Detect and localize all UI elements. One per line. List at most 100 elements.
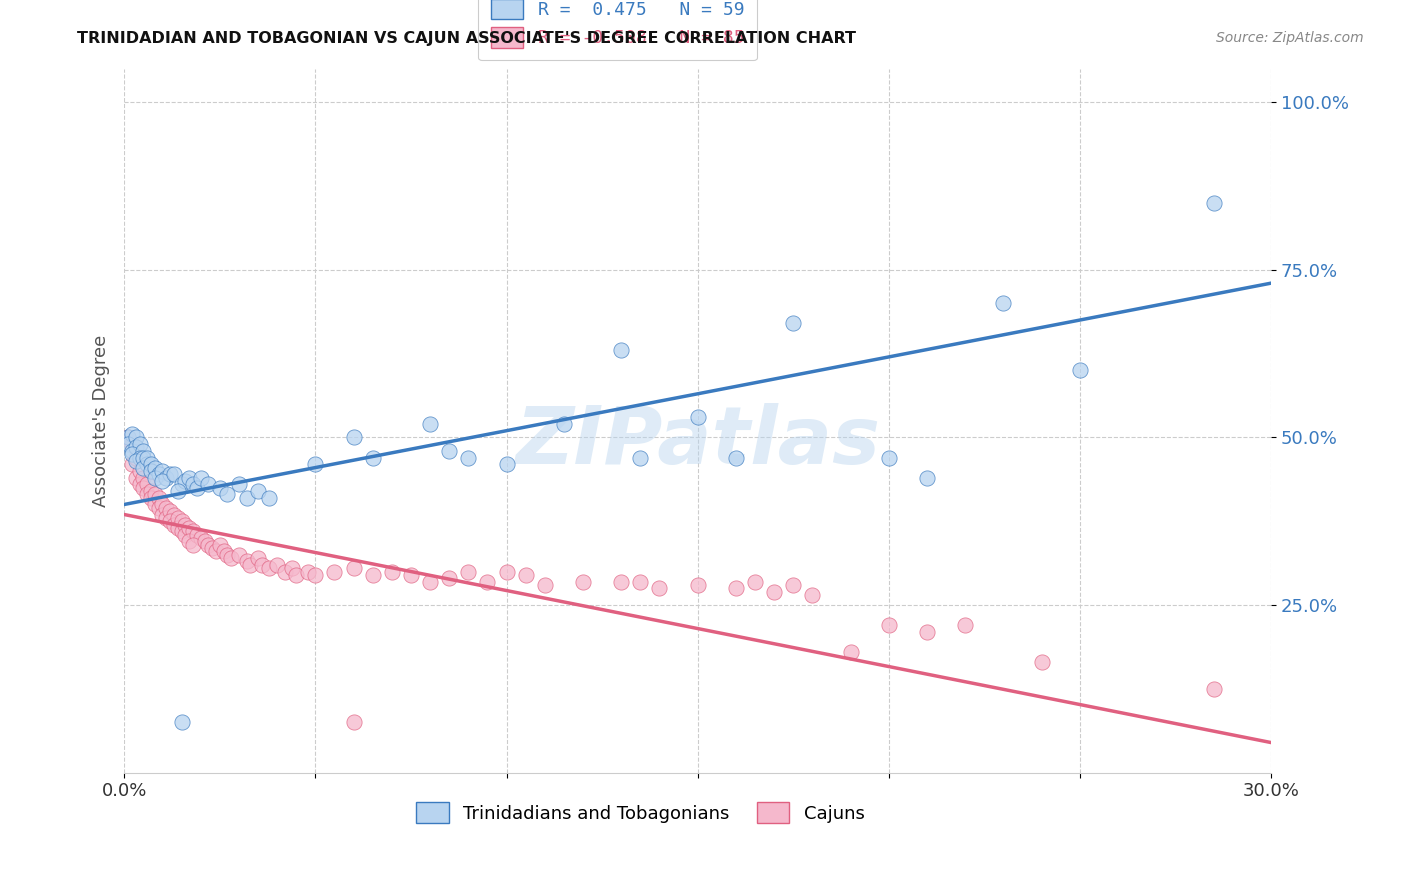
Point <box>219 551 242 566</box>
Point <box>477 574 499 589</box>
Point <box>197 538 219 552</box>
Point <box>201 541 224 555</box>
Point <box>686 410 709 425</box>
Point <box>553 417 575 431</box>
Point <box>143 470 166 484</box>
Point <box>801 588 824 602</box>
Point <box>174 474 197 488</box>
Point <box>121 443 143 458</box>
Point <box>197 477 219 491</box>
Point <box>399 567 422 582</box>
Point <box>132 470 155 484</box>
Point <box>247 484 270 499</box>
Point <box>163 508 186 522</box>
Point <box>136 457 159 471</box>
Point <box>239 558 262 572</box>
Point <box>186 527 208 541</box>
Point <box>361 567 384 582</box>
Point <box>190 470 212 484</box>
Point <box>128 477 150 491</box>
Point <box>993 296 1015 310</box>
Point <box>1202 195 1225 210</box>
Point <box>128 450 150 465</box>
Point <box>152 474 174 488</box>
Point <box>533 578 555 592</box>
Point <box>572 574 595 589</box>
Point <box>117 430 139 444</box>
Point <box>159 514 181 528</box>
Point <box>208 481 231 495</box>
Point <box>166 511 188 525</box>
Point <box>915 470 938 484</box>
Point <box>143 460 166 475</box>
Point <box>125 430 148 444</box>
Point <box>117 430 139 444</box>
Point <box>208 538 231 552</box>
Point <box>179 521 201 535</box>
Point <box>148 500 170 515</box>
Point <box>259 561 281 575</box>
Point <box>877 450 900 465</box>
Text: TRINIDADIAN AND TOBAGONIAN VS CAJUN ASSOCIATE'S DEGREE CORRELATION CHART: TRINIDADIAN AND TOBAGONIAN VS CAJUN ASSO… <box>77 31 856 46</box>
Point <box>174 527 197 541</box>
Point <box>121 427 143 442</box>
Point <box>228 548 250 562</box>
Point <box>117 437 139 451</box>
Point <box>166 521 188 535</box>
Point <box>304 567 326 582</box>
Point <box>495 457 517 471</box>
Point <box>297 565 319 579</box>
Point <box>304 457 326 471</box>
Point <box>915 624 938 639</box>
Point <box>228 477 250 491</box>
Point <box>181 477 204 491</box>
Point <box>170 524 193 539</box>
Point <box>159 504 181 518</box>
Point <box>724 582 747 596</box>
Point <box>763 584 786 599</box>
Point <box>217 487 239 501</box>
Point <box>628 450 651 465</box>
Point <box>152 508 174 522</box>
Point <box>179 470 201 484</box>
Point <box>143 498 166 512</box>
Point <box>744 574 766 589</box>
Point <box>125 454 148 468</box>
Point <box>132 460 155 475</box>
Point <box>342 430 364 444</box>
Point <box>139 464 162 478</box>
Point <box>1031 655 1053 669</box>
Point <box>782 578 804 592</box>
Point <box>235 491 257 505</box>
Point <box>125 450 148 465</box>
Point <box>437 571 460 585</box>
Point <box>136 477 159 491</box>
Point <box>181 524 204 539</box>
Point <box>148 491 170 505</box>
Point <box>381 565 404 579</box>
Point <box>132 443 155 458</box>
Point <box>193 534 215 549</box>
Point <box>170 514 193 528</box>
Point <box>686 578 709 592</box>
Point <box>136 450 159 465</box>
Point <box>179 534 201 549</box>
Point <box>181 538 204 552</box>
Y-axis label: Associate's Degree: Associate's Degree <box>93 334 110 507</box>
Point <box>143 487 166 501</box>
Point <box>274 565 297 579</box>
Point <box>457 565 479 579</box>
Point <box>877 618 900 632</box>
Point <box>190 531 212 545</box>
Point <box>342 561 364 575</box>
Point <box>724 450 747 465</box>
Point <box>1202 681 1225 696</box>
Point <box>121 437 143 451</box>
Text: Source: ZipAtlas.com: Source: ZipAtlas.com <box>1216 31 1364 45</box>
Legend: Trinidadians and Tobagonians, Cajuns: Trinidadians and Tobagonians, Cajuns <box>405 791 876 834</box>
Point <box>152 498 174 512</box>
Point <box>212 544 235 558</box>
Point <box>419 417 441 431</box>
Point <box>955 618 977 632</box>
Point <box>159 467 181 482</box>
